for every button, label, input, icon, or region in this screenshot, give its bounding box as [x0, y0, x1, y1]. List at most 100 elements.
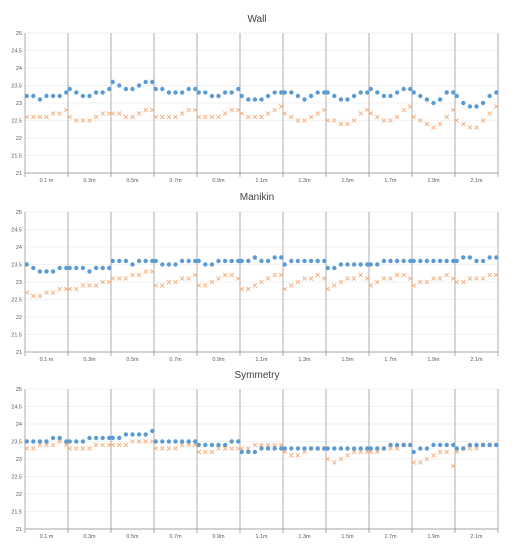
data-point [239, 258, 244, 264]
data-point [202, 283, 208, 288]
x-tick-label: 0.5m [126, 357, 139, 363]
data-point [331, 118, 337, 123]
data-point [216, 114, 221, 120]
data-point [325, 118, 331, 123]
data-point [431, 276, 436, 281]
data-point [67, 86, 72, 92]
data-point [130, 86, 135, 92]
data-point [444, 90, 449, 95]
data-point [186, 439, 191, 444]
data-point [196, 442, 201, 448]
data-point [288, 114, 294, 120]
data-point [278, 104, 284, 109]
data-point [332, 265, 337, 271]
data-point [480, 118, 486, 123]
data-point [123, 258, 129, 264]
data-point [474, 442, 479, 448]
data-point [106, 111, 112, 116]
data-point [222, 90, 228, 95]
data-point [50, 269, 56, 274]
data-point [394, 90, 400, 95]
data-point [44, 439, 49, 444]
data-point [123, 86, 129, 92]
data-point [236, 86, 241, 92]
data-point [282, 111, 288, 116]
data-point [424, 258, 430, 264]
data-point [444, 272, 450, 278]
data-point [345, 121, 350, 127]
data-point [229, 272, 235, 278]
data-point [93, 435, 99, 441]
data-point [80, 93, 86, 99]
data-point [216, 442, 221, 448]
data-point [252, 442, 258, 448]
data-point [259, 114, 264, 120]
data-point [107, 265, 112, 271]
data-point [381, 276, 387, 281]
y-tick-label: 21.5 [11, 333, 22, 339]
data-point [100, 90, 105, 95]
data-point [351, 118, 357, 123]
data-point [450, 276, 456, 281]
data-point [209, 93, 215, 99]
data-point [265, 111, 271, 116]
data-point [345, 446, 350, 451]
data-point [487, 93, 492, 99]
data-point [338, 262, 344, 267]
data-point [222, 442, 228, 448]
data-point [209, 114, 215, 120]
data-point [74, 90, 79, 95]
data-point [67, 286, 73, 292]
data-point [64, 265, 69, 271]
data-point [302, 449, 307, 455]
data-point [166, 90, 172, 95]
data-point [302, 258, 307, 264]
data-point [245, 446, 251, 451]
data-point [411, 449, 416, 455]
data-point [325, 286, 331, 292]
data-point [388, 446, 393, 451]
data-point [388, 442, 393, 448]
y-tick-label: 25 [16, 387, 22, 393]
x-tick-label: 0.3m [83, 534, 96, 540]
data-point [192, 442, 198, 448]
data-point [116, 276, 122, 281]
y-tick-label: 21 [16, 171, 22, 177]
data-point [245, 286, 251, 292]
data-point [374, 279, 380, 285]
data-point [331, 460, 337, 465]
data-point [64, 439, 69, 444]
data-point [203, 262, 208, 267]
data-point [315, 446, 320, 451]
data-point [24, 446, 30, 451]
data-point [407, 104, 413, 109]
data-point [364, 449, 370, 455]
x-tick-label: 1.1m [255, 178, 268, 184]
data-point [229, 439, 234, 444]
data-point [272, 446, 277, 451]
data-point [338, 456, 344, 462]
x-tick-label: 0.3m [83, 357, 96, 363]
data-point [203, 442, 208, 448]
data-point [332, 446, 337, 451]
data-point [229, 258, 234, 264]
data-point [173, 439, 178, 444]
data-point [338, 97, 344, 102]
data-point [222, 272, 228, 278]
data-point [149, 439, 155, 444]
data-point [358, 90, 363, 95]
y-tick-label: 22 [16, 315, 22, 321]
data-point [130, 439, 135, 444]
data-point [166, 439, 172, 444]
data-point [467, 125, 473, 130]
data-point [57, 286, 63, 292]
data-point [235, 446, 241, 451]
data-point [196, 114, 202, 120]
data-point [252, 114, 258, 120]
data-point [302, 276, 307, 281]
data-point [93, 114, 99, 120]
data-point [364, 107, 370, 113]
data-point [351, 262, 357, 267]
data-point [282, 446, 287, 451]
data-point [173, 114, 178, 120]
